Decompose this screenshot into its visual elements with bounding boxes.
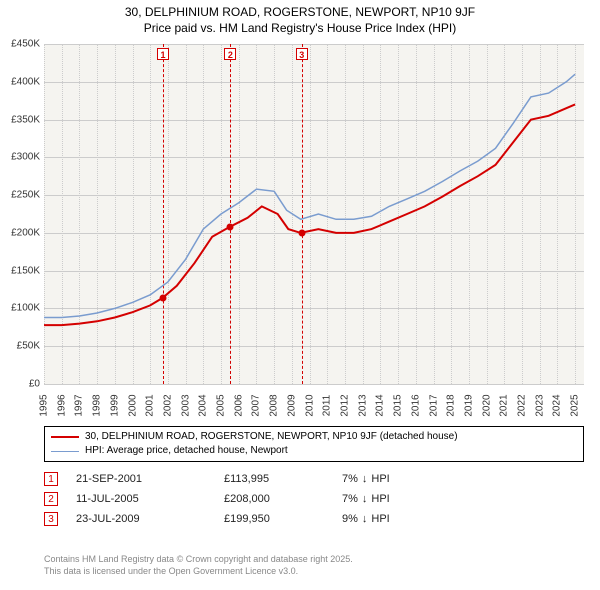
series-price_paid — [44, 104, 575, 325]
x-axis-label: 2012 — [339, 394, 350, 416]
legend-swatch — [51, 451, 79, 452]
x-axis-label: 1999 — [109, 394, 120, 416]
x-axis-label: 1995 — [39, 394, 50, 416]
x-axis-label: 2015 — [393, 394, 404, 416]
y-axis-label: £450K — [0, 39, 40, 50]
y-axis-label: £100K — [0, 303, 40, 314]
x-axis-label: 2019 — [463, 394, 474, 416]
x-axis-label: 2021 — [499, 394, 510, 416]
x-axis-label: 2001 — [145, 394, 156, 416]
transaction-date: 23-JUL-2009 — [76, 513, 206, 525]
x-axis-label: 2005 — [216, 394, 227, 416]
transaction-delta: 7% ↓HPI — [342, 493, 390, 505]
x-axis-label: 2010 — [304, 394, 315, 416]
transaction-badge: 2 — [44, 492, 58, 506]
transaction-row: 1 21-SEP-2001 £113,995 7% ↓HPI — [44, 472, 584, 486]
x-axis-label: 2017 — [428, 394, 439, 416]
y-axis-label: £150K — [0, 265, 40, 276]
y-axis-label: £350K — [0, 114, 40, 125]
x-axis-label: 2022 — [517, 394, 528, 416]
delta-pct: 7% — [342, 473, 358, 485]
x-axis-label: 2018 — [446, 394, 457, 416]
event-dot — [227, 223, 234, 230]
event-dot — [298, 229, 305, 236]
y-axis-label: £200K — [0, 227, 40, 238]
transaction-price: £113,995 — [224, 473, 324, 485]
y-axis-label: £0 — [0, 379, 40, 390]
delta-ref: HPI — [371, 473, 389, 485]
arrow-down-icon: ↓ — [362, 513, 368, 525]
x-axis-label: 2024 — [552, 394, 563, 416]
x-axis-label: 2011 — [322, 395, 333, 417]
arrow-down-icon: ↓ — [362, 473, 368, 485]
x-axis-label: 2025 — [570, 394, 581, 416]
y-axis-label: £250K — [0, 190, 40, 201]
chart-svg — [44, 44, 584, 384]
delta-pct: 7% — [342, 493, 358, 505]
legend-label: 30, DELPHINIUM ROAD, ROGERSTONE, NEWPORT… — [85, 430, 458, 444]
x-axis-label: 1996 — [56, 394, 67, 416]
title-line-1: 30, DELPHINIUM ROAD, ROGERSTONE, NEWPORT… — [0, 4, 600, 20]
event-dot — [159, 294, 166, 301]
gridline-h — [44, 384, 584, 385]
chart-title: 30, DELPHINIUM ROAD, ROGERSTONE, NEWPORT… — [0, 0, 600, 36]
transactions-table: 121-SEP-2001£113,9957%↓HPI211-JUL-2005£2… — [44, 472, 584, 532]
transaction-row: 2 11-JUL-2005 £208,000 7% ↓HPI — [44, 492, 584, 506]
footer-line-2: This data is licensed under the Open Gov… — [44, 566, 353, 578]
title-line-2: Price paid vs. HM Land Registry's House … — [0, 20, 600, 36]
series-hpi — [44, 74, 575, 317]
x-axis-label: 2014 — [375, 394, 386, 416]
legend-item: HPI: Average price, detached house, Newp… — [51, 444, 577, 458]
legend-item: 30, DELPHINIUM ROAD, ROGERSTONE, NEWPORT… — [51, 430, 577, 444]
transaction-date: 11-JUL-2005 — [76, 493, 206, 505]
legend-label: HPI: Average price, detached house, Newp… — [85, 444, 288, 458]
x-axis-label: 2006 — [233, 394, 244, 416]
delta-ref: HPI — [371, 513, 389, 525]
transaction-delta: 9% ↓HPI — [342, 513, 390, 525]
x-axis-label: 2003 — [180, 394, 191, 416]
transaction-delta: 7% ↓HPI — [342, 473, 390, 485]
transaction-price: £208,000 — [224, 493, 324, 505]
legend-swatch — [51, 436, 79, 438]
x-axis-label: 2004 — [198, 394, 209, 416]
x-axis-label: 2000 — [127, 394, 138, 416]
delta-ref: HPI — [371, 493, 389, 505]
y-axis-label: £400K — [0, 76, 40, 87]
x-axis-label: 1997 — [74, 394, 85, 416]
y-axis-label: £300K — [0, 152, 40, 163]
arrow-down-icon: ↓ — [362, 493, 368, 505]
x-axis-label: 2002 — [162, 394, 173, 416]
x-axis-label: 2020 — [481, 394, 492, 416]
transaction-badge: 1 — [44, 472, 58, 486]
transaction-date: 21-SEP-2001 — [76, 473, 206, 485]
transaction-badge: 3 — [44, 512, 58, 526]
x-axis-label: 2008 — [269, 394, 280, 416]
chart-plot-area: 123 — [44, 44, 584, 384]
x-axis-label: 2023 — [534, 394, 545, 416]
y-axis-label: £50K — [0, 341, 40, 352]
legend: 30, DELPHINIUM ROAD, ROGERSTONE, NEWPORT… — [44, 426, 584, 462]
footer-attribution: Contains HM Land Registry data © Crown c… — [44, 554, 353, 577]
footer-line-1: Contains HM Land Registry data © Crown c… — [44, 554, 353, 566]
x-axis-label: 2016 — [410, 394, 421, 416]
x-axis-label: 2013 — [357, 394, 368, 416]
x-axis-label: 1998 — [92, 394, 103, 416]
transaction-price: £199,950 — [224, 513, 324, 525]
transaction-row: 3 23-JUL-2009 £199,950 9% ↓HPI — [44, 512, 584, 526]
x-axis-label: 2009 — [286, 394, 297, 416]
delta-pct: 9% — [342, 513, 358, 525]
x-axis-label: 2007 — [251, 394, 262, 416]
